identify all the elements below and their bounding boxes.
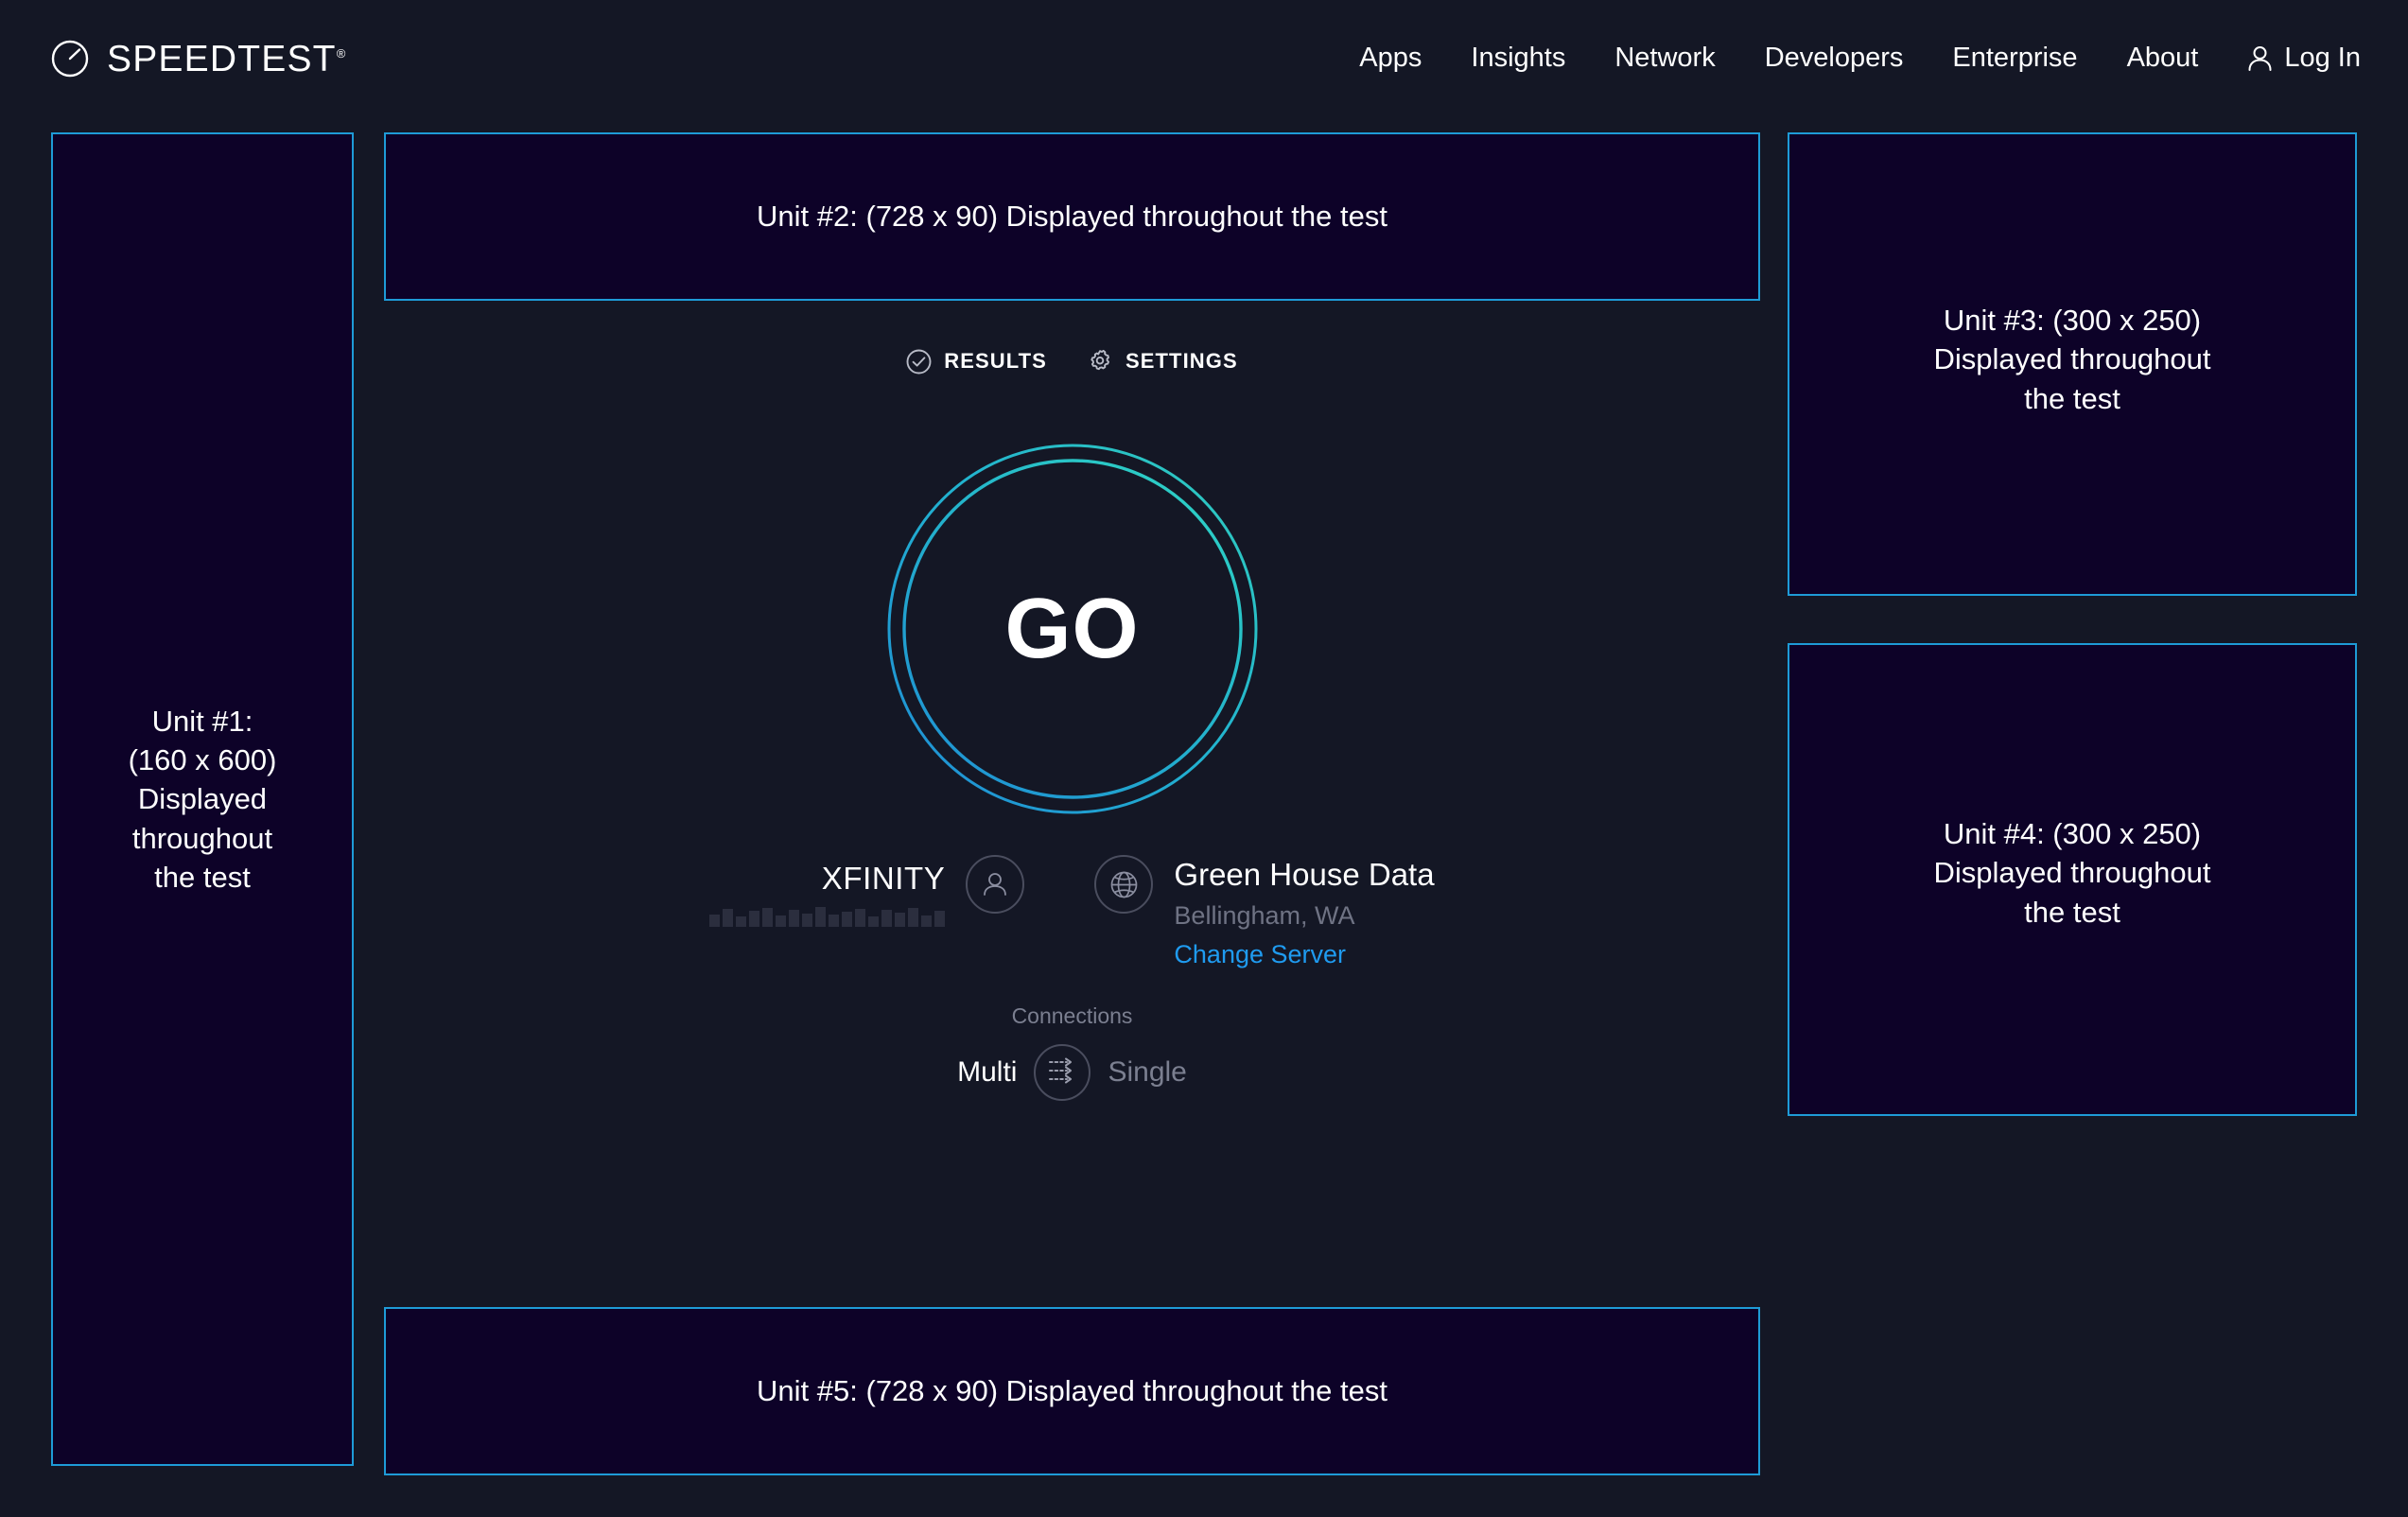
isp-person-circle-icon <box>966 855 1025 914</box>
go-button[interactable]: GO <box>886 443 1259 815</box>
ad-unit-2-text: Unit #2: (728 x 90) Displayed throughout… <box>757 200 1387 234</box>
connections-toggle-button[interactable] <box>1034 1044 1091 1101</box>
isp-name: XFINITY <box>821 861 946 896</box>
results-button[interactable]: RESULTS <box>906 349 1047 375</box>
isp-text: XFINITY <box>709 855 946 927</box>
login-button[interactable]: Log In <box>2223 40 2361 76</box>
server-text: Green House Data Bellingham, WA Change S… <box>1174 855 1434 969</box>
connections-section: Connections Multi <box>384 1003 1760 1101</box>
brand-wordmark: SPEEDTEST® <box>107 41 345 78</box>
check-circle-icon <box>906 349 932 375</box>
isp-server-row: XFINITY <box>384 855 1760 969</box>
brand-logo[interactable]: SPEEDTEST® <box>49 38 345 79</box>
ad-unit-3[interactable]: Unit #3: (300 x 250) Displayed throughou… <box>1788 132 2357 596</box>
ad-unit-4-text: Unit #4: (300 x 250) Displayed throughou… <box>1933 817 2211 929</box>
server-location: Bellingham, WA <box>1174 901 1355 930</box>
ad-unit-1-text: Unit #1: (160 x 600) Displayed throughou… <box>128 704 277 894</box>
ad-unit-3-text: Unit #3: (300 x 250) Displayed throughou… <box>1933 304 2211 415</box>
registered-mark: ® <box>336 45 346 61</box>
ad-unit-5[interactable]: Unit #5: (728 x 90) Displayed throughout… <box>384 1307 1760 1475</box>
server-name: Green House Data <box>1174 857 1435 892</box>
nav-item-enterprise[interactable]: Enterprise <box>1952 43 2078 73</box>
speedtest-main-panel: RESULTS SETTINGS <box>384 322 1760 1101</box>
connections-single-label[interactable]: Single <box>1108 1056 1187 1088</box>
settings-button[interactable]: SETTINGS <box>1087 348 1238 375</box>
brand-name: SPEEDTEST <box>107 38 337 79</box>
connections-toggle: Multi Single <box>957 1044 1187 1101</box>
change-server-link[interactable]: Change Server <box>1174 940 1347 968</box>
server-block[interactable]: Green House Data Bellingham, WA Change S… <box>1094 855 1435 969</box>
ad-unit-5-text: Unit #5: (728 x 90) Displayed throughout… <box>757 1374 1387 1408</box>
main-navigation: Apps Insights Network Developers Enterpr… <box>1335 40 2361 76</box>
site-header: SPEEDTEST® Apps Insights Network Develop… <box>0 0 2408 113</box>
ad-unit-4[interactable]: Unit #4: (300 x 250) Displayed throughou… <box>1788 643 2357 1116</box>
nav-item-network[interactable]: Network <box>1614 43 1716 73</box>
ad-unit-2[interactable]: Unit #2: (728 x 90) Displayed throughout… <box>384 132 1760 301</box>
connections-title: Connections <box>1011 1003 1133 1028</box>
nav-item-apps[interactable]: Apps <box>1359 43 1422 73</box>
server-globe-circle-icon <box>1094 855 1154 914</box>
nav-item-about[interactable]: About <box>2126 43 2199 73</box>
person-icon <box>2247 44 2273 72</box>
ad-unit-1[interactable]: Unit #1: (160 x 600) Displayed throughou… <box>51 132 354 1466</box>
nav-item-insights[interactable]: Insights <box>1471 43 1566 73</box>
ip-address-redacted <box>709 906 946 927</box>
go-rings-icon <box>887 444 1257 814</box>
gear-icon <box>1087 348 1113 375</box>
settings-label: SETTINGS <box>1125 349 1238 373</box>
multi-arrows-icon <box>1046 1056 1078 1090</box>
isp-block[interactable]: XFINITY <box>709 855 1025 927</box>
speedometer-icon <box>49 38 91 79</box>
go-button-container: GO <box>384 443 1760 815</box>
login-label: Log In <box>2284 43 2361 73</box>
nav-item-developers[interactable]: Developers <box>1764 43 1904 73</box>
results-label: RESULTS <box>944 349 1047 373</box>
meta-actions: RESULTS SETTINGS <box>384 348 1760 375</box>
connections-multi-label[interactable]: Multi <box>957 1056 1018 1088</box>
go-label: GO <box>1004 581 1140 676</box>
